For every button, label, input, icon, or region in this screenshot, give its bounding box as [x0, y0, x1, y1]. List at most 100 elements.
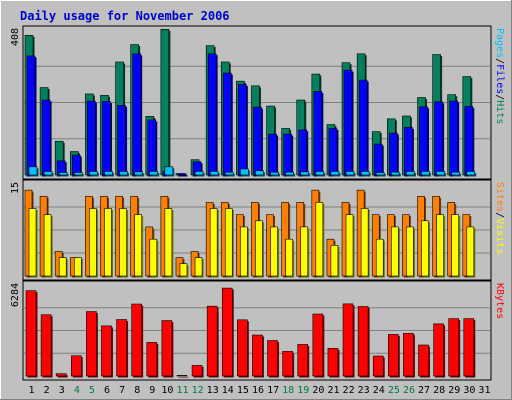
x-tick-label-day-17: 17	[267, 385, 279, 396]
bar-kbytes-day-16	[252, 334, 263, 377]
bar-kbytes-day-28	[433, 323, 444, 377]
bar-visits-day-17	[270, 226, 278, 277]
bar-files-day-8	[132, 53, 141, 176]
bar-visits-day-5	[89, 208, 97, 277]
bar-pages-day-6	[104, 171, 113, 176]
bar-visits-day-29	[451, 214, 460, 277]
bar-pages-day-3	[58, 172, 68, 176]
x-tick-label-day-20: 20	[312, 385, 324, 396]
chart-title: Daily usage for November 2006	[20, 9, 230, 23]
x-tick-label-day-22: 22	[343, 385, 355, 396]
bar-visits-day-9	[149, 238, 158, 277]
bar-pages-day-30	[466, 171, 476, 176]
x-tick-label-day-10: 10	[161, 385, 173, 396]
bar-files-day-4	[71, 154, 81, 176]
bar-files-day-7	[117, 105, 126, 176]
bar-visits-day-1	[28, 208, 37, 277]
bar-kbytes-day-12	[191, 365, 203, 377]
bar-kbytes-day-2	[40, 314, 52, 377]
bar-visits-day-20	[315, 202, 324, 277]
bar-kbytes-day-11	[176, 375, 188, 377]
bar-visits-day-16	[255, 220, 263, 277]
panel-visits-sites-legend: Sites/Visits	[494, 182, 505, 254]
bar-visits-day-28	[436, 214, 444, 277]
bar-files-day-28	[434, 101, 443, 176]
bar-kbytes-day-8	[131, 303, 142, 377]
bar-visits-day-11	[179, 263, 188, 277]
bar-files-day-25	[389, 132, 398, 176]
x-tick-label-day-18: 18	[282, 385, 294, 396]
bar-files-day-30	[464, 106, 474, 176]
bar-pages-day-8	[134, 171, 143, 176]
bar-visits-day-7	[119, 208, 127, 277]
bar-visits-day-26	[406, 226, 414, 277]
bar-pages-day-19	[300, 171, 310, 176]
x-tick-label-day-6: 6	[104, 385, 110, 396]
legend-entry: Visits	[494, 218, 505, 254]
bar-files-day-21	[328, 128, 338, 176]
bar-kbytes-day-3-shadow	[57, 375, 68, 378]
bar-pages-day-10	[164, 166, 174, 176]
bar-visits-day-13	[209, 208, 218, 277]
bar-kbytes-day-25	[388, 334, 399, 377]
bar-pages-day-24	[375, 172, 385, 176]
bar-kbytes-day-11-shadow	[178, 376, 189, 378]
x-tick-label-day-16: 16	[252, 385, 264, 396]
bar-files-day-19	[298, 129, 308, 176]
bar-pages-day-13	[209, 171, 219, 176]
legend-entry: Files	[494, 64, 505, 94]
bar-pages-day-7	[119, 171, 128, 176]
bar-pages-day-17	[270, 171, 279, 176]
bar-visits-day-3	[58, 257, 67, 277]
x-tick-label-day-25: 25	[388, 385, 400, 396]
legend-entry: /	[494, 212, 505, 218]
bar-pages-day-2	[43, 171, 53, 176]
bar-kbytes-day-4	[70, 355, 82, 377]
bar-files-day-11-shadow	[179, 175, 188, 177]
bar-visits-day-14	[224, 208, 233, 277]
legend-entry: Sites	[494, 182, 505, 212]
x-tick-label-day-14: 14	[222, 385, 234, 396]
bar-kbytes-day-13	[206, 305, 218, 377]
bar-kbytes-day-1	[25, 290, 37, 377]
bar-visits-day-6	[104, 208, 112, 277]
bar-files-day-22	[343, 69, 353, 176]
bar-kbytes-day-29	[448, 318, 460, 377]
bar-kbytes-day-24	[372, 355, 384, 377]
x-tick-label-day-28: 28	[433, 385, 445, 396]
legend-entry: KBytes	[494, 283, 505, 319]
bar-pages-day-29	[451, 171, 461, 176]
bar-kbytes-day-6	[101, 325, 112, 377]
x-tick-label-day-19: 19	[297, 385, 309, 396]
bar-kbytes-day-15	[237, 319, 248, 377]
bar-pages-day-23	[360, 171, 370, 176]
bar-visits-day-30	[466, 226, 475, 277]
bar-kbytes-day-20	[312, 313, 324, 377]
x-tick-label-day-15: 15	[237, 385, 249, 396]
x-tick-label-day-13: 13	[207, 385, 219, 396]
bar-pages-day-28	[436, 171, 445, 176]
bar-visits-day-19	[300, 226, 309, 277]
bar-files-day-16	[253, 106, 262, 176]
bar-files-day-2	[41, 99, 51, 176]
bar-hits-day-10	[160, 28, 170, 176]
x-tick-label-day-27: 27	[418, 385, 430, 396]
bar-pages-day-12	[194, 171, 204, 176]
panel-visits-sites-ymax-label: 15	[10, 182, 21, 194]
bar-visits-day-15	[240, 226, 248, 277]
bar-kbytes-day-10	[161, 320, 173, 377]
bar-kbytes-day-5	[86, 311, 97, 377]
x-tick-label-day-2: 2	[44, 385, 50, 396]
bar-pages-day-22	[345, 171, 355, 176]
bar-pages-day-16	[255, 170, 264, 176]
x-tick-label-day-5: 5	[89, 385, 95, 396]
bar-files-day-15	[238, 84, 247, 176]
bar-visits-day-25	[391, 226, 399, 277]
bar-pages-day-27	[421, 171, 430, 176]
bar-pages-day-9	[149, 171, 159, 176]
bar-visits-day-21	[330, 245, 339, 277]
bar-files-day-24	[373, 143, 383, 176]
panel-hits-files-pages-legend: Pages/Files/Hits	[494, 28, 505, 124]
bar-visits-day-10	[164, 208, 173, 277]
